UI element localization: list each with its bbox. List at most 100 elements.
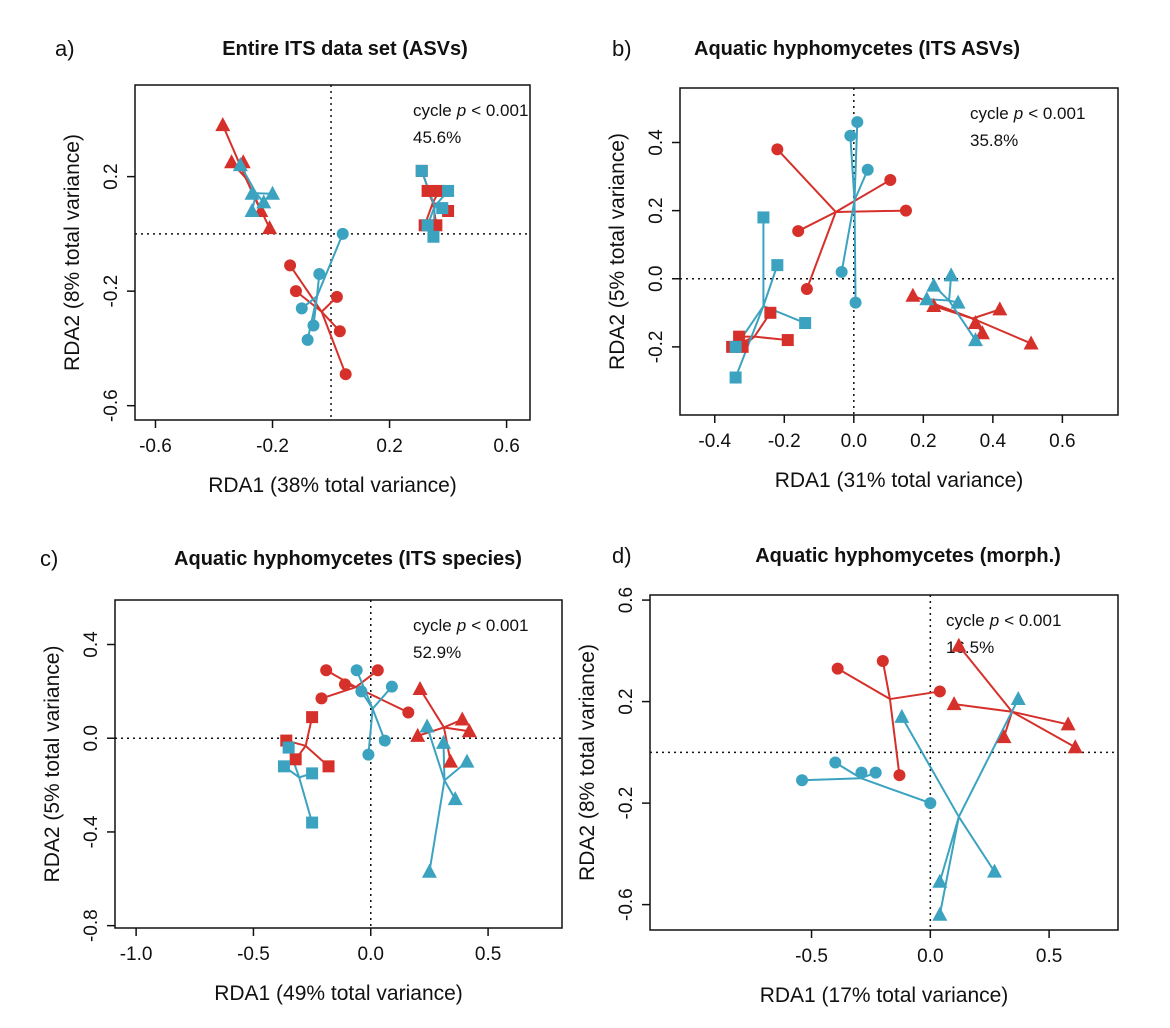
panel: d) Aquatic hyphomycetes (morph.) -0.5 0.0 0.… — [576, 543, 1119, 1007]
spoke — [805, 211, 837, 290]
spoke — [244, 177, 271, 229]
panel: c) Aquatic hyphomycetes (ITS species) -1.0… — [40, 546, 563, 1005]
point — [986, 863, 1002, 878]
point — [951, 637, 967, 652]
point — [333, 325, 346, 338]
point — [796, 774, 809, 787]
spoke — [442, 742, 446, 781]
x-tick-label: -0.4 — [698, 431, 731, 452]
spoke — [802, 777, 861, 782]
plot-frame — [114, 599, 563, 929]
plot-frame — [134, 84, 531, 421]
point — [371, 664, 384, 677]
point — [876, 654, 889, 667]
x-tick-label: 0.5 — [475, 944, 501, 965]
point — [829, 756, 842, 769]
spoke — [957, 816, 996, 873]
point — [322, 760, 335, 773]
point — [974, 325, 990, 340]
y-tick-label: 0.2 — [616, 688, 637, 714]
spoke — [835, 209, 906, 213]
panel-title: Aquatic hyphomycetes (ITS species) — [174, 548, 522, 570]
y-tick-label: 0.6 — [616, 587, 637, 613]
point — [436, 734, 452, 749]
point — [307, 319, 320, 332]
point — [849, 296, 862, 309]
point — [355, 685, 368, 698]
stat-label: cycle — [413, 616, 452, 635]
spoke — [298, 777, 314, 823]
x-axis-label: RDA1 (31% total variance) — [775, 469, 1024, 492]
x-tick-label: -0.2 — [768, 431, 801, 452]
point — [855, 766, 868, 779]
point — [419, 718, 435, 733]
point — [893, 769, 906, 782]
annotation-stat: cycle p < 0.001 — [946, 611, 1061, 630]
x-tick-label: -0.6 — [139, 436, 172, 457]
point — [410, 727, 426, 742]
point — [1060, 716, 1076, 731]
point — [289, 285, 302, 298]
spoke — [933, 305, 973, 320]
point — [306, 816, 319, 829]
y-tick-label: 0.0 — [81, 725, 102, 751]
point — [313, 267, 326, 280]
spoke — [881, 660, 891, 700]
stat-symbol: p — [456, 101, 466, 120]
point — [932, 873, 948, 888]
x-tick-label: 0.6 — [493, 436, 519, 457]
point — [301, 333, 314, 346]
panel-title: Aquatic hyphomycetes (ITS ASVs) — [694, 38, 1020, 60]
point — [1023, 335, 1039, 350]
point — [415, 164, 428, 177]
x-axis-label: RDA1 (17% total variance) — [760, 984, 1009, 1007]
point — [265, 185, 281, 200]
annotation-variance: 45.6% — [413, 128, 461, 147]
point — [946, 696, 962, 711]
stat-symbol: p — [1013, 104, 1023, 123]
y-tick-label: -0.8 — [81, 909, 102, 942]
spoke — [900, 716, 960, 818]
spoke — [1011, 710, 1069, 726]
point — [831, 662, 844, 675]
spoke — [797, 211, 837, 232]
panel-title: Aquatic hyphomycetes (morph.) — [755, 545, 1061, 567]
point — [844, 129, 857, 142]
point — [385, 680, 398, 693]
point — [992, 301, 1008, 316]
spoke — [762, 264, 779, 307]
x-tick-label: 0.0 — [917, 946, 943, 967]
panel-title: Entire ITS data set (ASVs) — [222, 38, 468, 60]
point — [436, 202, 449, 215]
x-tick-label: 0.4 — [980, 431, 1007, 452]
panel-letter: d) — [612, 543, 632, 568]
point — [894, 708, 910, 723]
spoke — [419, 688, 445, 728]
point — [447, 791, 463, 806]
annotation-stat: cycle p < 0.001 — [413, 101, 528, 120]
point — [799, 317, 812, 330]
x-tick-label: 0.6 — [1049, 431, 1075, 452]
spoke — [320, 311, 347, 375]
y-tick-label: 0.4 — [81, 631, 102, 658]
x-axis-label: RDA1 (38% total variance) — [208, 474, 457, 497]
point — [771, 143, 784, 156]
point — [851, 116, 864, 129]
point — [950, 294, 966, 309]
spoke — [849, 135, 856, 201]
point — [443, 753, 459, 768]
point — [277, 760, 290, 773]
point — [402, 706, 415, 719]
point — [336, 227, 349, 240]
y-tick-label: 0.2 — [646, 197, 667, 223]
x-tick-label: 0.2 — [376, 436, 402, 457]
panel-letter: a) — [55, 36, 75, 61]
spoke — [840, 200, 856, 273]
point — [295, 302, 308, 315]
x-tick-label: 0.2 — [910, 431, 936, 452]
spoke — [888, 698, 901, 776]
panel: b) Aquatic hyphomycetes (ITS ASVs) -0.4 -0.… — [606, 36, 1119, 492]
point — [884, 173, 897, 186]
point — [861, 163, 874, 176]
